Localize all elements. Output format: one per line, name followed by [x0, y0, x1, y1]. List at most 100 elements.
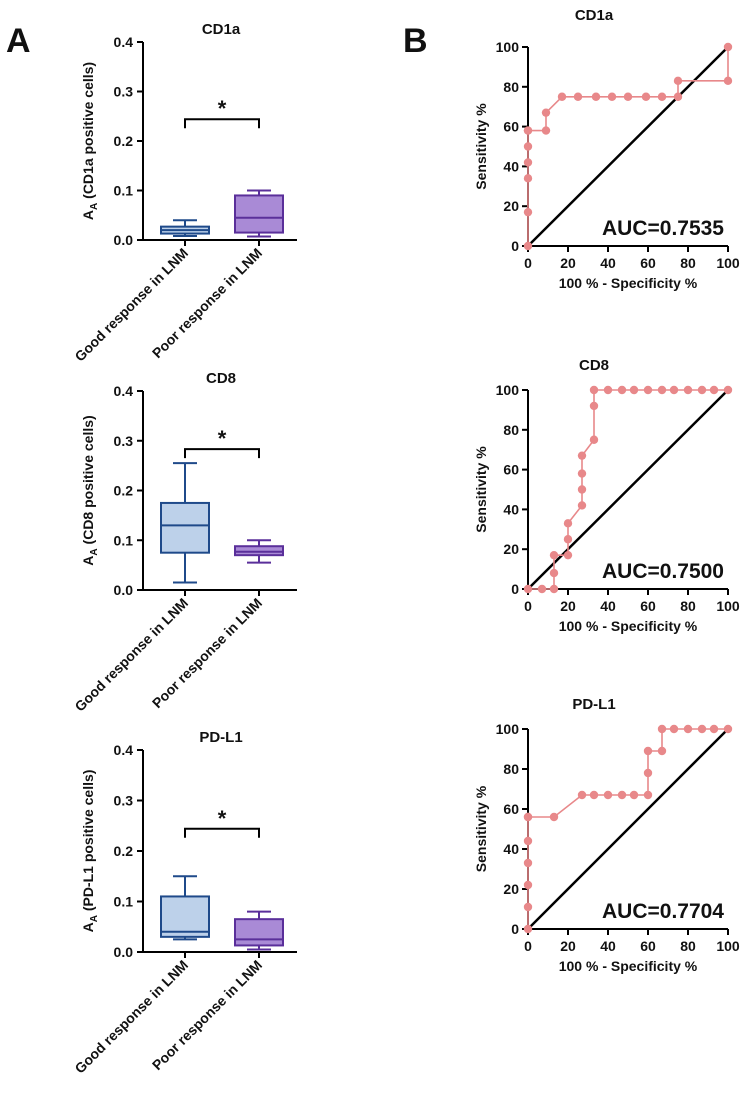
y-tick-label: 0 — [511, 581, 519, 597]
roc-point — [577, 451, 587, 460]
panel-letter-a: A — [6, 22, 31, 60]
auc-label: AUC=0.7535 — [602, 217, 724, 240]
roc-point — [541, 126, 551, 135]
roc-point — [557, 92, 567, 101]
roc-point — [523, 142, 533, 151]
x-tick-label: 20 — [560, 255, 576, 271]
auc-label: AUC=0.7704 — [602, 900, 724, 923]
roc-point — [643, 746, 653, 756]
roc-point — [563, 535, 573, 544]
roc-point — [589, 435, 599, 444]
significance-bracket: * — [184, 96, 260, 129]
y-axis-label-rest: (CD8 positive cells) — [80, 415, 96, 548]
y-axis-label: AA (CD8 positive cells) — [80, 415, 100, 565]
roc-point — [523, 241, 533, 251]
y-tick-label: 0.3 — [114, 433, 134, 449]
y-tick-label: 20 — [503, 198, 519, 214]
x-tick-label: 80 — [680, 255, 696, 271]
roc-pd-l1: PD-L1 0 20 40 60 80 100 0 20 40 60 80 100 100 % - Spe… — [473, 696, 740, 974]
y-tick-label: 100 — [496, 382, 520, 398]
y-tick-label: 0 — [511, 238, 519, 254]
y-tick-label: 80 — [503, 422, 519, 438]
box-poor-response — [234, 189, 284, 238]
roc-point — [563, 519, 573, 528]
x-tick-label: 0 — [524, 255, 532, 271]
y-tick-label: 0.4 — [114, 34, 134, 50]
box-iqr — [160, 895, 210, 938]
box-iqr — [160, 501, 210, 554]
boxplot-pd-l1: PD-L1 0.0 0.1 0.2 0.3 0.4 AA (PD-L1 positive c… — [71, 729, 297, 1076]
x-tick-label: 0 — [524, 938, 532, 954]
roc-point — [563, 550, 573, 560]
x-tick-label: 100 — [716, 255, 740, 271]
roc-point — [523, 880, 533, 890]
chart-title: CD1a — [202, 21, 241, 38]
roc-point — [723, 42, 733, 52]
x-tick-label: 20 — [560, 598, 576, 614]
y-tick-label: 0 — [511, 921, 519, 937]
y-tick-label: 0.0 — [114, 944, 134, 960]
roc-point — [683, 385, 693, 395]
roc-point — [589, 401, 599, 411]
roc-point — [641, 92, 651, 101]
y-tick-label: 40 — [503, 501, 519, 517]
roc-point — [683, 724, 693, 734]
box-good-response — [160, 219, 210, 238]
roc-point — [723, 76, 733, 86]
roc-point — [577, 485, 587, 494]
roc-point — [643, 385, 653, 395]
roc-point — [523, 924, 533, 934]
y-tick-label: 0.1 — [114, 183, 134, 199]
roc-point — [673, 76, 683, 86]
y-axis-label-sub: A — [89, 915, 100, 922]
chart-title: CD1a — [575, 7, 614, 24]
roc-point — [541, 108, 551, 117]
x-tick-label: 60 — [640, 598, 656, 614]
x-tick-label: 80 — [680, 598, 696, 614]
roc-point — [629, 385, 639, 395]
x-tick-label: 0 — [524, 598, 532, 614]
roc-point — [523, 174, 533, 183]
x-tick-label: 40 — [600, 255, 616, 271]
roc-point — [709, 385, 719, 395]
reference-diagonal — [527, 728, 729, 930]
y-tick-label: 0.3 — [114, 84, 134, 100]
significance-star: * — [218, 806, 227, 831]
y-axis-label: AA (PD-L1 positive cells) — [80, 770, 100, 933]
y-axis-label-sub: A — [89, 548, 100, 555]
roc-point — [577, 501, 587, 510]
roc-point — [673, 92, 683, 101]
bracket-line — [184, 827, 260, 838]
y-tick-label: 0.2 — [114, 133, 134, 149]
y-tick-label: 0.2 — [114, 483, 134, 499]
x-tick-label: 60 — [640, 255, 656, 271]
bracket-line — [184, 448, 260, 459]
y-tick-label: 80 — [503, 79, 519, 95]
x-axis-label: 100 % - Specificity % — [559, 958, 698, 974]
roc-point — [523, 207, 533, 217]
roc-point — [537, 584, 547, 594]
roc-point — [577, 790, 587, 800]
bracket-line — [184, 118, 260, 129]
roc-point — [591, 92, 601, 101]
roc-point — [697, 724, 707, 734]
roc-point — [549, 812, 559, 822]
roc-point — [523, 126, 533, 135]
roc-point — [623, 92, 633, 101]
y-tick-label: 20 — [503, 881, 519, 897]
roc-point — [607, 92, 617, 101]
y-tick-label: 0.0 — [114, 582, 134, 598]
y-tick-label: 100 — [496, 39, 520, 55]
roc-point — [523, 812, 533, 822]
y-axis-label: AA (CD1a positive cells) — [80, 62, 100, 220]
roc-point — [643, 790, 653, 800]
roc-cd1a: CD1a 0 20 40 60 80 100 0 20 40 60 80 100 100 % - Spec… — [473, 7, 740, 291]
roc-point — [617, 790, 627, 800]
significance-bracket: * — [184, 806, 260, 838]
significance-star: * — [218, 426, 227, 451]
auc-label: AUC=0.7500 — [602, 560, 724, 583]
roc-point — [697, 385, 707, 395]
roc-point — [523, 836, 533, 846]
roc-point — [603, 385, 613, 395]
significance-bracket: * — [184, 426, 260, 459]
